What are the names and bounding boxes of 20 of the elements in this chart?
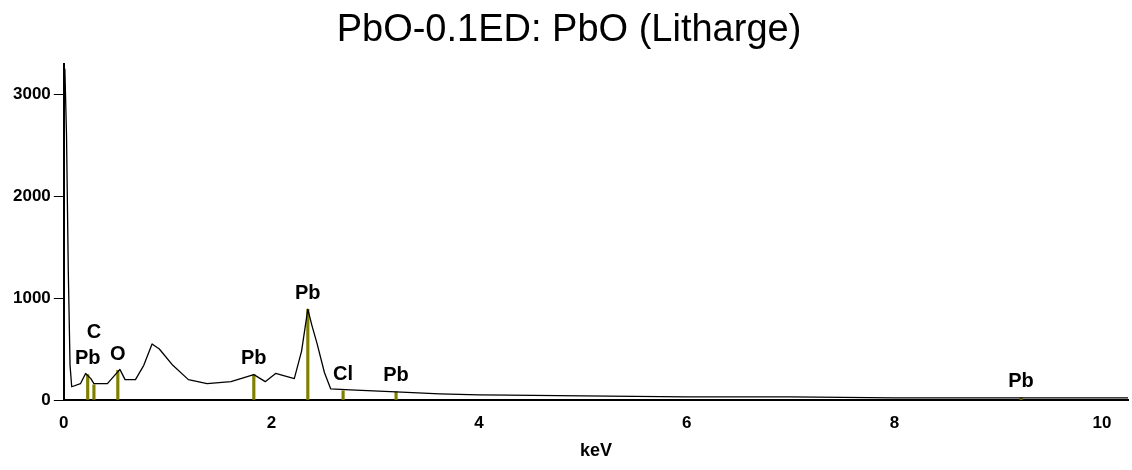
y-tick-label: 2000 bbox=[12, 185, 51, 205]
x-axis-title: keV bbox=[579, 440, 612, 461]
x-tick-label: 2 bbox=[266, 412, 277, 432]
y-tick-label: 3000 bbox=[12, 83, 51, 103]
x-tick-label: 4 bbox=[474, 412, 485, 432]
x-tick-label: 0 bbox=[59, 412, 69, 432]
annotation: Pb bbox=[1008, 369, 1034, 392]
annotation: Pb bbox=[295, 280, 321, 303]
annotation: Cl bbox=[333, 362, 354, 385]
x-tick-label: 8 bbox=[889, 412, 900, 432]
annotation: Pb bbox=[383, 363, 409, 386]
y-tick-label: 0 bbox=[41, 389, 51, 409]
annotation: C bbox=[86, 320, 102, 343]
x-tick-label: 6 bbox=[682, 412, 692, 432]
annotation: Pb bbox=[241, 346, 267, 369]
y-tick-label: 1000 bbox=[12, 287, 51, 307]
annotation: Pb bbox=[74, 346, 101, 369]
annotation: O bbox=[110, 341, 126, 364]
x-tick-label: 10 bbox=[1092, 412, 1112, 432]
chart-title: PbO-0.1ED: PbO (Litharge) bbox=[336, 7, 802, 50]
